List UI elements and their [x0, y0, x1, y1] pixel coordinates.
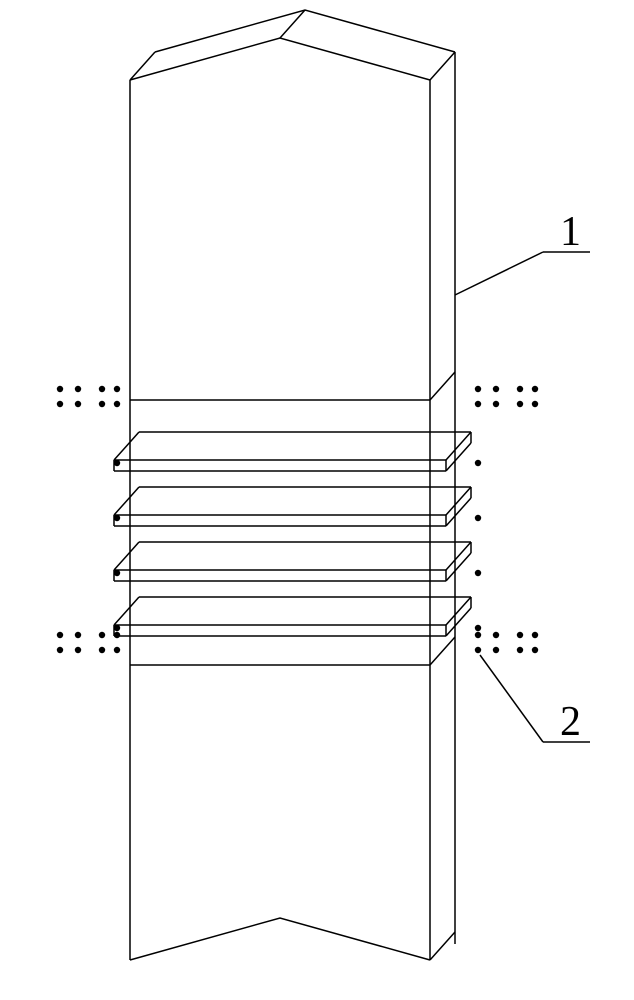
dot-top-left-0-0 — [57, 386, 63, 392]
joint-line-side — [430, 372, 455, 400]
band-0-side-bot — [446, 443, 471, 471]
dot-top-right-0-3 — [532, 386, 538, 392]
dot-bot-left-1-3 — [114, 647, 120, 653]
dot-mid-right-1 — [475, 515, 481, 521]
top-break-front — [130, 38, 430, 80]
dot-top-right-1-1 — [493, 401, 499, 407]
dot-bot-right-1-2 — [517, 647, 523, 653]
band-3-side-bot — [446, 608, 471, 636]
band-2-topface-left — [114, 542, 139, 570]
diagram: 12 — [0, 0, 634, 1000]
band-3-topface-left — [114, 597, 139, 625]
band-2-side-top — [446, 542, 471, 570]
dot-bot-left-1-1 — [75, 647, 81, 653]
dot-top-right-0-0 — [475, 386, 481, 392]
dot-bot-right-0-1 — [493, 632, 499, 638]
leader-0-line — [455, 252, 543, 295]
joint-bottom-line-side — [430, 637, 455, 665]
dot-bot-left-1-2 — [99, 647, 105, 653]
dot-bot-left-0-3 — [114, 632, 120, 638]
dot-bot-left-0-0 — [57, 632, 63, 638]
dot-bot-left-1-0 — [57, 647, 63, 653]
dot-bot-left-0-2 — [99, 632, 105, 638]
dot-bot-right-1-3 — [532, 647, 538, 653]
dot-mid-left-2 — [114, 570, 120, 576]
band-3-side-top — [446, 597, 471, 625]
dot-top-right-1-0 — [475, 401, 481, 407]
dot-bot-left-0-1 — [75, 632, 81, 638]
band-0-side-top — [446, 432, 471, 460]
dot-top-left-1-3 — [114, 401, 120, 407]
bottom-right-depth — [430, 932, 455, 960]
band-1-side-bot — [446, 498, 471, 526]
dot-top-right-0-1 — [493, 386, 499, 392]
band-1-side-top — [446, 487, 471, 515]
dot-top-left-0-2 — [99, 386, 105, 392]
dot-top-left-0-3 — [114, 386, 120, 392]
dot-mid-right-0 — [475, 460, 481, 466]
dot-bot-right-0-0 — [475, 632, 481, 638]
dot-top-left-1-1 — [75, 401, 81, 407]
dot-mid-right-3 — [475, 625, 481, 631]
dot-top-right-0-2 — [517, 386, 523, 392]
leader-1-label: 2 — [560, 699, 581, 745]
dot-top-right-1-2 — [517, 401, 523, 407]
dot-top-left-0-1 — [75, 386, 81, 392]
top-right-depth — [430, 52, 455, 80]
dot-mid-left-1 — [114, 515, 120, 521]
dot-mid-right-2 — [475, 570, 481, 576]
leader-1-line — [480, 655, 543, 742]
dot-top-left-1-2 — [99, 401, 105, 407]
dot-top-right-1-3 — [532, 401, 538, 407]
band-0-topface-left — [114, 432, 139, 460]
band-1-topface-left — [114, 487, 139, 515]
dot-bot-right-0-2 — [517, 632, 523, 638]
dot-mid-left-0 — [114, 460, 120, 466]
leader-0-label: 1 — [560, 209, 581, 255]
dot-bot-right-1-0 — [475, 647, 481, 653]
dot-bot-right-1-1 — [493, 647, 499, 653]
bottom-break-front — [130, 918, 430, 960]
dot-top-left-1-0 — [57, 401, 63, 407]
dot-bot-right-0-3 — [532, 632, 538, 638]
dot-mid-left-3 — [114, 625, 120, 631]
band-2-side-bot — [446, 553, 471, 581]
